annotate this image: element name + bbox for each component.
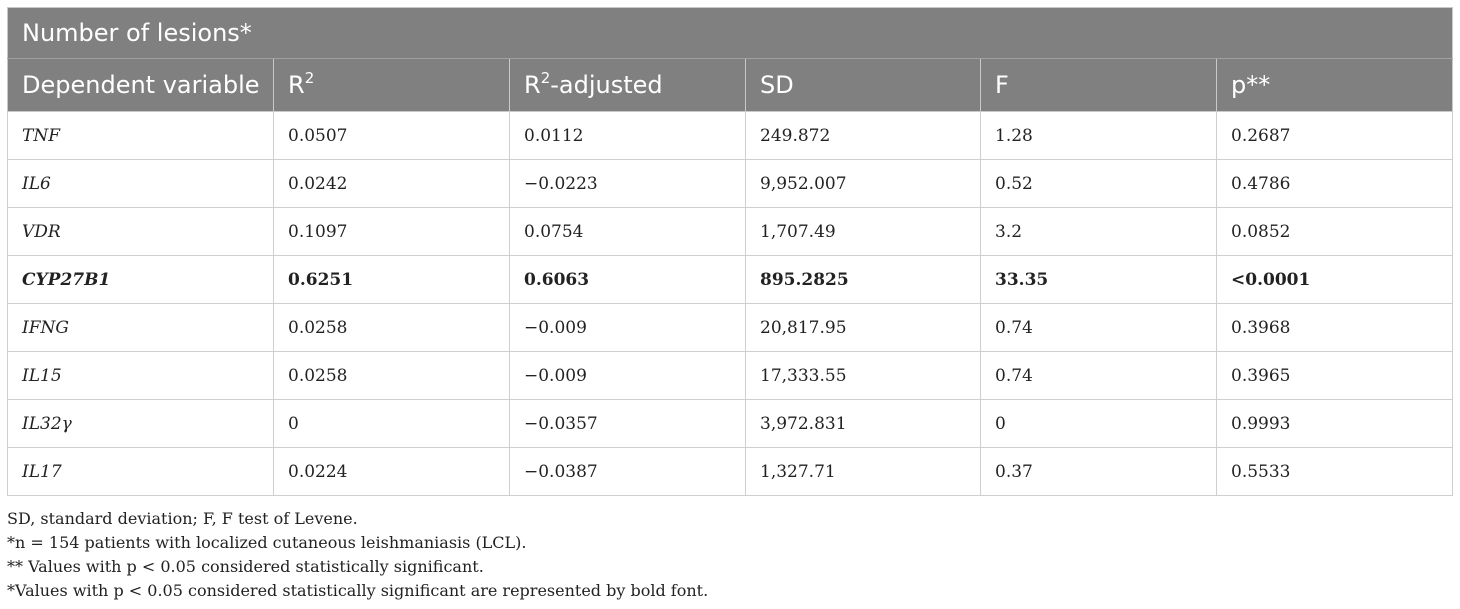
footnote-sample: *n = 154 patients with localized cutaneo… xyxy=(7,533,527,552)
table-title-row: Number of lesions* xyxy=(6,7,1454,59)
table-row: IL6 0.0242 −0.0223 9,952.007 0.52 0.4786 xyxy=(7,159,1454,208)
table-footnotes: SD, standard deviation; F, F test of Lev… xyxy=(7,507,1447,603)
cell-p: 0.3965 xyxy=(1215,351,1454,400)
cell-p: <0.0001 xyxy=(1215,255,1454,304)
cell-p: 0.4786 xyxy=(1215,159,1454,208)
cell-sd: 3,972.831 xyxy=(745,399,981,448)
table-row: IFNG 0.0258 −0.009 20,817.95 0.74 0.3968 xyxy=(7,303,1454,352)
table-header-row: Dependent variable R2 R2-adjusted SD F p… xyxy=(7,58,1454,112)
header-sd: SD xyxy=(745,58,981,112)
cell-r2-adjusted: 0.6063 xyxy=(509,255,746,304)
cell-sd: 20,817.95 xyxy=(745,303,981,352)
cell-r2-adjusted: 0.0754 xyxy=(509,207,746,256)
cell-f: 0.52 xyxy=(980,159,1217,208)
cell-r2: 0.0258 xyxy=(273,303,510,352)
cell-r2: 0.0258 xyxy=(273,351,510,400)
cell-variable: IL17 xyxy=(7,447,274,496)
cell-r2: 0.0242 xyxy=(273,159,510,208)
cell-variable: IFNG xyxy=(7,303,274,352)
cell-variable: CYP27B1 xyxy=(7,255,274,304)
footnote-significance: ** Values with p < 0.05 considered stati… xyxy=(7,557,484,576)
cell-f: 0.37 xyxy=(980,447,1217,496)
header-f: F xyxy=(980,58,1217,112)
cell-f: 33.35 xyxy=(980,255,1217,304)
regression-table: Number of lesions* Dependent variable R2… xyxy=(6,7,1454,496)
cell-f: 1.28 xyxy=(980,111,1217,160)
header-r2-adjusted: R2-adjusted xyxy=(509,58,746,112)
cell-sd: 249.872 xyxy=(745,111,981,160)
cell-f: 3.2 xyxy=(980,207,1217,256)
cell-r2: 0.6251 xyxy=(273,255,510,304)
cell-r2-adjusted: −0.0387 xyxy=(509,447,746,496)
cell-p: 0.5533 xyxy=(1215,447,1454,496)
cell-r2-adjusted: −0.0223 xyxy=(509,159,746,208)
cell-f: 0.74 xyxy=(980,303,1217,352)
table-row: VDR 0.1097 0.0754 1,707.49 3.2 0.0852 xyxy=(7,207,1454,256)
table-row: IL15 0.0258 −0.009 17,333.55 0.74 0.3965 xyxy=(7,351,1454,400)
cell-sd: 9,952.007 xyxy=(745,159,981,208)
header-r2adj-suffix: -adjusted xyxy=(550,71,663,99)
results-table-container: Number of lesions* Dependent variable R2… xyxy=(6,7,1454,496)
cell-sd: 1,327.71 xyxy=(745,447,981,496)
cell-variable: IL15 xyxy=(7,351,274,400)
cell-r2: 0.0224 xyxy=(273,447,510,496)
cell-sd: 1,707.49 xyxy=(745,207,981,256)
footnote-abbreviations: SD, standard deviation; F, F test of Lev… xyxy=(7,509,358,528)
header-r2adj-base: R xyxy=(524,71,541,99)
cell-variable: TNF xyxy=(7,111,274,160)
header-r2-sup: 2 xyxy=(304,69,315,87)
cell-p: 0.9993 xyxy=(1215,399,1454,448)
cell-r2-adjusted: −0.0357 xyxy=(509,399,746,448)
cell-r2-adjusted: −0.009 xyxy=(509,351,746,400)
cell-r2: 0.0507 xyxy=(273,111,510,160)
cell-p: 0.3968 xyxy=(1215,303,1454,352)
table-title: Number of lesions* xyxy=(6,7,1454,59)
cell-f: 0.74 xyxy=(980,351,1217,400)
cell-variable: IL6 xyxy=(7,159,274,208)
table-row-significant: CYP27B1 0.6251 0.6063 895.2825 33.35 <0.… xyxy=(7,255,1454,304)
cell-sd: 17,333.55 xyxy=(745,351,981,400)
cell-p: 0.2687 xyxy=(1215,111,1454,160)
cell-sd: 895.2825 xyxy=(745,255,981,304)
header-r2-base: R xyxy=(288,71,305,99)
header-dependent-variable: Dependent variable xyxy=(7,58,274,112)
cell-p: 0.0852 xyxy=(1215,207,1454,256)
table-row: IL17 0.0224 −0.0387 1,327.71 0.37 0.5533 xyxy=(7,447,1454,496)
cell-r2-adjusted: −0.009 xyxy=(509,303,746,352)
cell-f: 0 xyxy=(980,399,1217,448)
header-r2adj-sup: 2 xyxy=(540,69,551,87)
header-p: p** xyxy=(1215,58,1454,112)
cell-variable: VDR xyxy=(7,207,274,256)
cell-r2: 0 xyxy=(273,399,510,448)
footnote-bold: *Values with p < 0.05 considered statist… xyxy=(7,581,709,600)
cell-variable: IL32γ xyxy=(7,399,274,448)
cell-r2-adjusted: 0.0112 xyxy=(509,111,746,160)
header-r2: R2 xyxy=(273,58,510,112)
cell-r2: 0.1097 xyxy=(273,207,510,256)
table-row: TNF 0.0507 0.0112 249.872 1.28 0.2687 xyxy=(7,111,1454,160)
table-row: IL32γ 0 −0.0357 3,972.831 0 0.9993 xyxy=(7,399,1454,448)
